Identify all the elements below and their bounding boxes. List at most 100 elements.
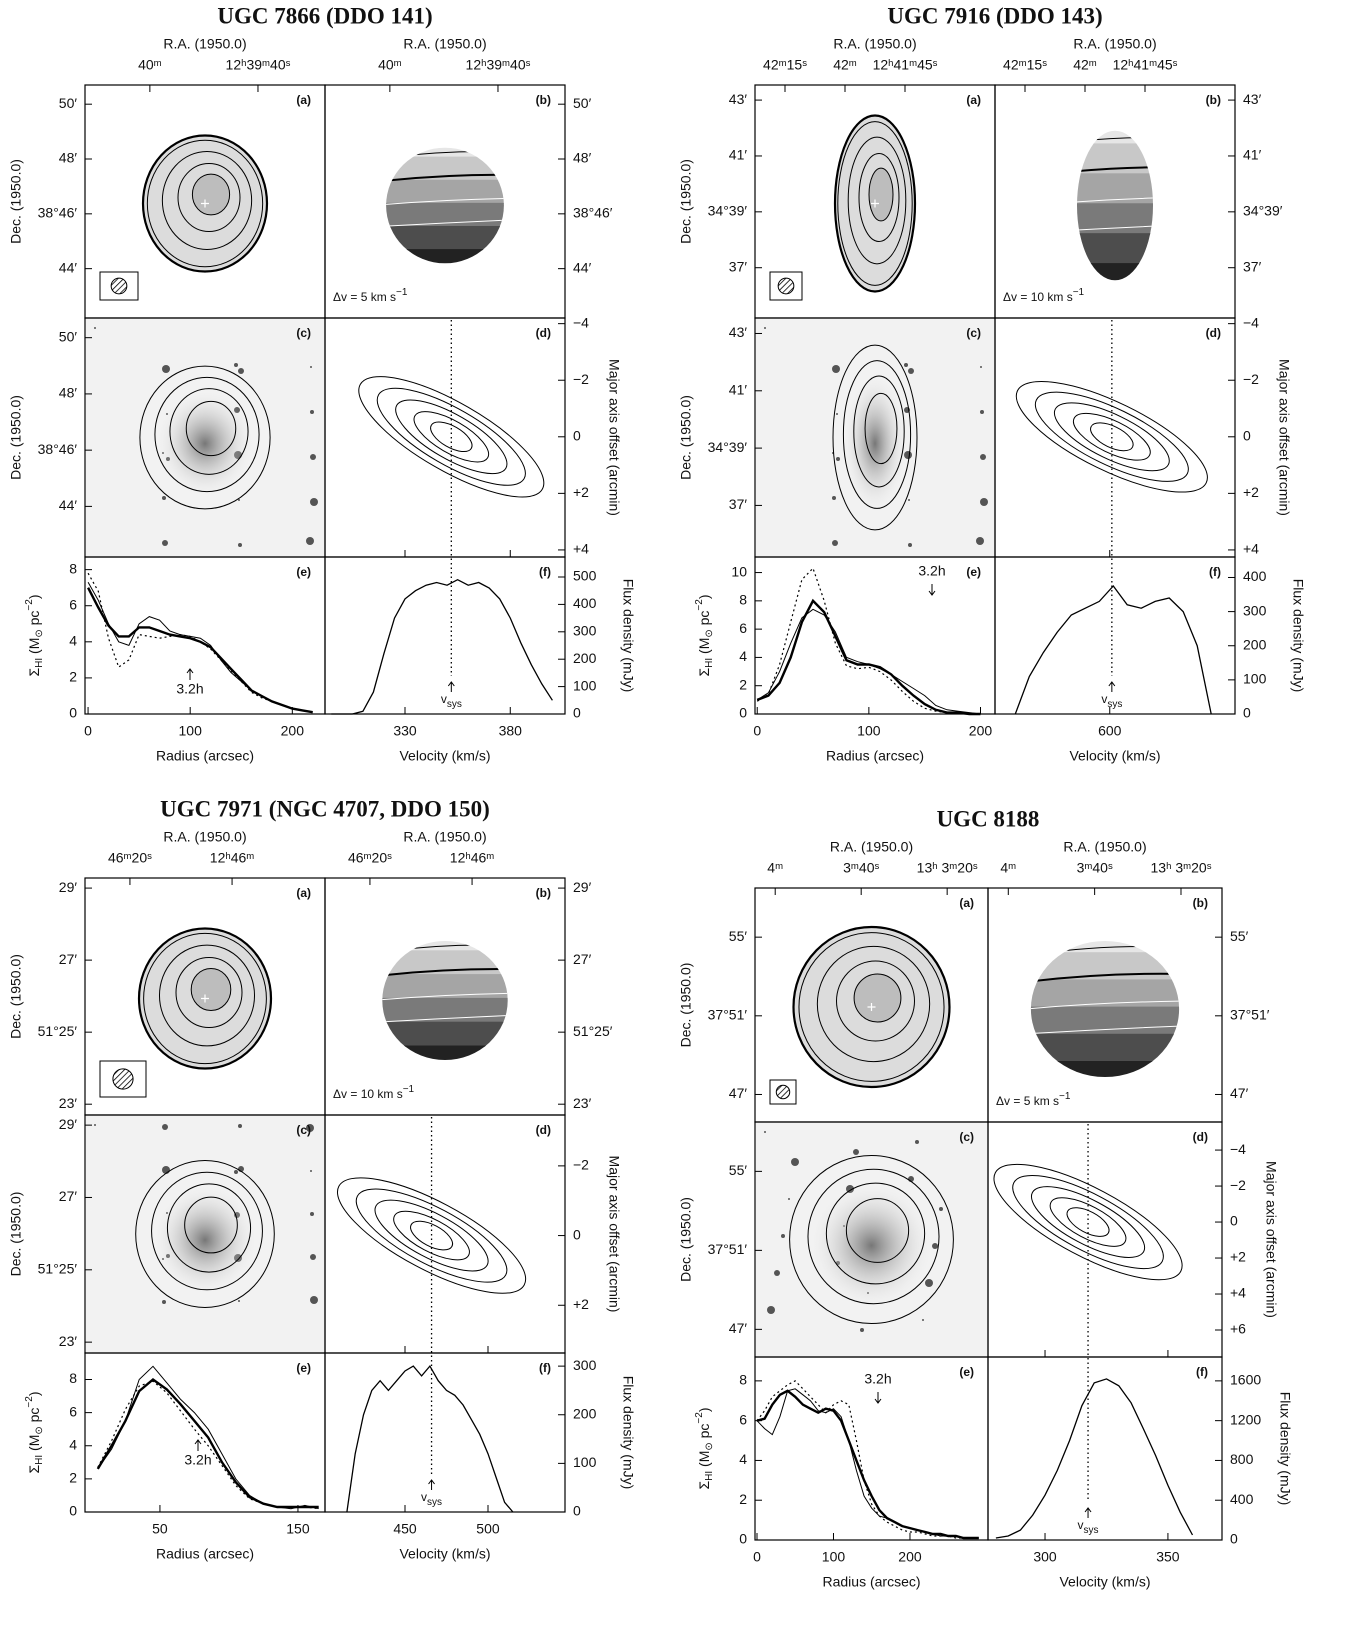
- beam-arrow: [186, 668, 194, 680]
- velocity-band: [1030, 1033, 1180, 1063]
- vsys-label-part: sys: [1084, 1525, 1099, 1536]
- star: [980, 366, 982, 368]
- beam-arrow: [194, 1439, 202, 1451]
- panel-letter: (a): [296, 886, 311, 900]
- velocity-contour: [382, 968, 508, 981]
- beam-box: [99, 1060, 147, 1098]
- hi-contour: [166, 1183, 252, 1273]
- galaxy-title: UGC 7916 (DDO 143): [887, 3, 1102, 28]
- dec-axis-title: Dec. (1950.0): [8, 159, 24, 244]
- dv-label-part: −1: [396, 287, 408, 298]
- star: [310, 1212, 314, 1216]
- y-tick-label: 37′: [1243, 258, 1262, 274]
- x-tick-label: 450: [393, 1521, 417, 1537]
- star: [908, 499, 910, 501]
- hi-contour: [789, 1155, 954, 1324]
- spectrum-line: [331, 578, 553, 715]
- y-tick-label: 200: [1243, 636, 1267, 652]
- x-tick-label: 46ᵐ20ˢ: [108, 850, 152, 866]
- panel-letter: (c): [296, 1123, 311, 1137]
- y-tick-label: 8: [739, 1372, 747, 1388]
- offset-axis-title: Major axis offset (arcmin): [606, 1156, 622, 1313]
- y-tick-label: 51°25′: [38, 1261, 78, 1277]
- x-tick-label: 42ᵐ15ˢ: [1003, 57, 1047, 73]
- profile-line: [756, 1389, 979, 1540]
- sigma-axis-title-part: HI: [34, 658, 45, 668]
- y-tick-label: 2: [739, 676, 747, 692]
- panel-frame: [324, 1114, 566, 1354]
- panel-letter: (e): [296, 565, 311, 579]
- y-tick-label: 0: [573, 427, 581, 443]
- sigma-axis-title: ΣHI (M⊙ pc−2): [24, 594, 45, 676]
- sigma-axis-title-part: ): [26, 1391, 42, 1396]
- y-tick-label: 37′: [729, 258, 748, 274]
- y-tick-label: 38°46′: [38, 441, 78, 457]
- offset-axis-title: Major axis offset (arcmin): [1263, 1161, 1279, 1318]
- y-tick-label: 8: [69, 560, 77, 576]
- velocity-field: [386, 147, 504, 264]
- star: [764, 1131, 766, 1133]
- spectrum-line: [1014, 584, 1212, 715]
- beam-annotation: 3.2h: [184, 1452, 211, 1468]
- velocity-band: [1077, 203, 1153, 235]
- y-tick-label: 37°51′: [708, 1241, 748, 1257]
- velocity-band: [1030, 941, 1180, 954]
- profile-line: [97, 1380, 319, 1510]
- sigma-axis-title-part: Σ: [26, 1465, 42, 1474]
- x-tick-label: 150: [286, 1521, 310, 1537]
- dv-label-part: −1: [403, 1084, 415, 1095]
- y-tick-label: 500: [573, 568, 597, 584]
- star: [980, 498, 988, 506]
- y-tick-label: 41′: [1243, 147, 1262, 163]
- y-tick-label: +4: [1230, 1285, 1246, 1301]
- star: [836, 413, 838, 415]
- profile-line: [97, 1365, 319, 1510]
- velocity-contour: [386, 173, 504, 187]
- y-tick-label: 44′: [59, 497, 78, 513]
- radius-axis-title: Radius (arcsec): [826, 748, 924, 764]
- y-tick-label: 0: [69, 705, 77, 721]
- vsys-arrow: [1084, 1507, 1092, 1518]
- panel-letter: (c): [966, 326, 981, 340]
- sigma-axis-title-part: ): [696, 594, 712, 599]
- y-tick-label: 1600: [1230, 1372, 1261, 1388]
- pv-contour: [355, 1188, 508, 1283]
- velocity-band: [382, 1021, 508, 1047]
- velocity-band: [382, 950, 508, 976]
- velocity-contour: [386, 150, 504, 165]
- x-tick-label: 200: [898, 1549, 922, 1565]
- star: [860, 1328, 864, 1332]
- dv-label: Δv = 5 km s−1: [333, 287, 408, 305]
- sigma-axis-title: ΣHI (M⊙ pc−2): [694, 594, 715, 676]
- sigma-axis-title-part: pc: [696, 1424, 712, 1443]
- star: [781, 1234, 785, 1238]
- vsys-label-part: v: [1101, 692, 1107, 706]
- panel-frame: [994, 317, 1236, 558]
- hi-contour: [864, 392, 898, 465]
- y-tick-label: 27′: [59, 951, 78, 967]
- panel-frame: [754, 556, 996, 715]
- y-tick-label: +2: [1230, 1249, 1246, 1265]
- y-tick-label: 50′: [59, 95, 78, 111]
- velocity-band: [386, 147, 504, 158]
- velocity-field: [382, 941, 508, 1060]
- sigma-axis-title-part: ⊙: [704, 629, 715, 637]
- velocity-contour: [1030, 1000, 1180, 1012]
- velocity-contour: [1077, 223, 1153, 234]
- vsys-label-part: v: [441, 692, 447, 706]
- y-tick-label: +2: [1243, 484, 1259, 500]
- velocity-band: [386, 156, 504, 182]
- y-tick-label: 29′: [59, 879, 78, 895]
- profile-line: [756, 598, 981, 716]
- sigma-axis-title-part: −2: [24, 599, 35, 611]
- velocity-axis-title: Velocity (km/s): [1069, 748, 1160, 764]
- dec-axis-title: Dec. (1950.0): [8, 1192, 24, 1277]
- offset-axis-title: Major axis offset (arcmin): [606, 359, 622, 516]
- beam-box: [99, 271, 139, 301]
- sigma-axis-title-part: ): [26, 594, 42, 599]
- pv-contour: [1030, 1186, 1146, 1258]
- star: [925, 1279, 933, 1287]
- x-tick-label: 12ʰ39ᵐ40ˢ: [466, 57, 531, 73]
- galaxy-light: [843, 373, 907, 514]
- dv-label-part: Δv = 5 km s: [333, 290, 396, 304]
